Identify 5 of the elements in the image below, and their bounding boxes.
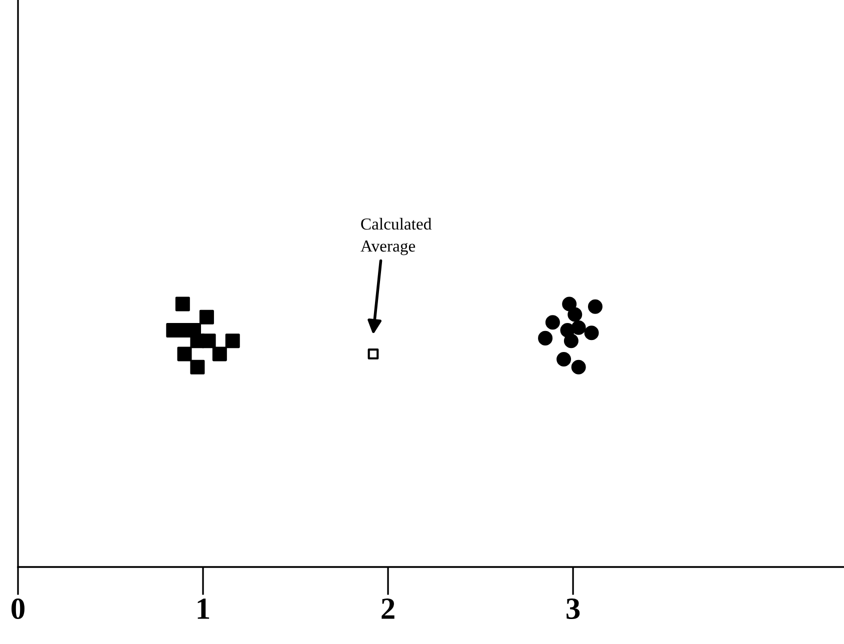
x-tick-label: 1: [198, 598, 210, 619]
text: Calculated Average: [360, 218, 432, 256]
x-tick-label: 2: [382, 598, 394, 619]
x-tick-label: 0: [12, 598, 24, 620]
x-tick-label: 3: [566, 598, 580, 620]
